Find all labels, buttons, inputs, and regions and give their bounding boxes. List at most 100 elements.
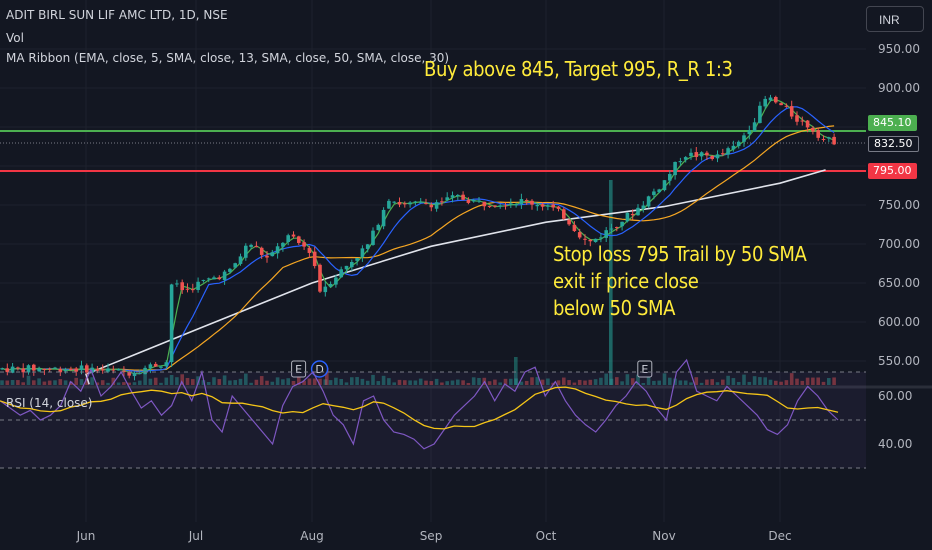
volume-bar bbox=[37, 378, 41, 385]
volume-spike bbox=[325, 368, 329, 385]
volume-bar bbox=[471, 377, 476, 385]
candle-body bbox=[477, 200, 481, 202]
volume-bar bbox=[344, 382, 349, 385]
volume-bar bbox=[111, 377, 116, 385]
volume-bar bbox=[127, 382, 131, 385]
candle-body bbox=[164, 362, 169, 367]
candle-body bbox=[286, 235, 290, 242]
ma-ribbon-legend[interactable]: MA Ribbon (EMA, close, 5, SMA, close, 13… bbox=[6, 51, 450, 65]
candle-body bbox=[291, 234, 296, 237]
volume-bar bbox=[0, 380, 4, 385]
candle-body bbox=[726, 148, 730, 155]
volume-bar bbox=[244, 373, 248, 385]
volume-bar bbox=[652, 380, 656, 385]
volume-bar bbox=[291, 380, 296, 385]
candle-body bbox=[238, 256, 243, 264]
rsi-ma-line bbox=[0, 386, 839, 430]
candle-body bbox=[434, 202, 439, 209]
candle-body bbox=[196, 281, 200, 290]
volume-bar bbox=[275, 377, 280, 385]
volume-bar bbox=[323, 379, 328, 385]
volume-bar bbox=[339, 378, 343, 385]
candle-body bbox=[249, 244, 253, 247]
candle-body bbox=[153, 363, 158, 367]
volume-bar bbox=[74, 377, 78, 385]
volume-bar bbox=[159, 382, 163, 385]
candle-body bbox=[127, 372, 131, 376]
volume-bar bbox=[334, 377, 338, 385]
symbol-title[interactable]: ADIT BIRL SUN LIF AMC LTD, 1D, NSE bbox=[6, 8, 228, 22]
volume-bar bbox=[747, 381, 752, 385]
volume-bar bbox=[403, 380, 407, 385]
volume-bar bbox=[795, 378, 799, 385]
volume-bar bbox=[249, 382, 253, 385]
volume-bar bbox=[238, 378, 243, 385]
candle-body bbox=[122, 370, 126, 373]
volume-bar bbox=[350, 377, 354, 385]
candle-body bbox=[180, 282, 184, 291]
candle-body bbox=[297, 236, 301, 243]
candle-body bbox=[302, 242, 306, 247]
volume-bar bbox=[572, 382, 577, 385]
volume-bar bbox=[95, 382, 100, 385]
currency-button[interactable]: INR bbox=[866, 6, 924, 32]
volume-bar bbox=[710, 379, 714, 385]
volume-bar bbox=[328, 380, 333, 385]
volume-bar bbox=[307, 378, 312, 385]
candle-body bbox=[498, 205, 502, 207]
volume-bar bbox=[106, 382, 110, 385]
candle-body bbox=[344, 265, 349, 270]
volume-bar bbox=[63, 380, 68, 385]
volume-bar bbox=[42, 381, 47, 385]
volume-bar bbox=[503, 378, 508, 385]
price-tick-label: 900.00 bbox=[878, 81, 920, 95]
volume-bar bbox=[758, 377, 762, 385]
candle-body bbox=[159, 366, 163, 368]
stop-annotation-line-1[interactable]: Stop loss 795 Trail by 50 SMA bbox=[553, 242, 807, 266]
candle-body bbox=[360, 248, 365, 257]
volume-bar bbox=[466, 382, 471, 385]
volume-bar bbox=[779, 381, 783, 385]
candle-body bbox=[721, 153, 725, 155]
candle-body bbox=[424, 203, 428, 205]
volume-bar bbox=[705, 379, 709, 385]
time-tick-label: Dec bbox=[768, 529, 791, 543]
volume-bar bbox=[371, 374, 375, 385]
volume-bar bbox=[477, 377, 481, 385]
volume-bar bbox=[355, 377, 359, 385]
candle-body bbox=[795, 115, 799, 122]
trade-annotation[interactable]: Buy above 845, Target 995, R_R 1:3 bbox=[424, 57, 733, 81]
volume-bar bbox=[148, 378, 153, 385]
volume-bar bbox=[5, 380, 10, 385]
candle-body bbox=[546, 205, 550, 207]
volume-bar bbox=[556, 380, 561, 385]
price-tick-label: 600.00 bbox=[878, 315, 920, 329]
stop-annotation-line-3[interactable]: below 50 SMA bbox=[553, 296, 675, 320]
candle-body bbox=[604, 230, 608, 238]
volume-bar bbox=[615, 377, 619, 385]
rsi-legend[interactable]: RSI (14, close) bbox=[6, 396, 93, 410]
candle-body bbox=[206, 278, 211, 280]
candle-body bbox=[662, 180, 667, 191]
candle-body bbox=[514, 204, 518, 206]
candle-body bbox=[418, 201, 423, 203]
volume-bar bbox=[683, 380, 688, 385]
candle-body bbox=[752, 122, 757, 132]
volume-bar bbox=[212, 377, 216, 385]
candle-body bbox=[37, 368, 41, 372]
price-tick-label: 650.00 bbox=[878, 276, 920, 290]
volume-bar bbox=[418, 378, 423, 385]
candle-body bbox=[509, 203, 513, 205]
volume-legend[interactable]: Vol bbox=[6, 31, 24, 45]
event-marker-label: E bbox=[295, 363, 302, 376]
candle-body bbox=[636, 207, 640, 216]
candle-body bbox=[175, 283, 179, 285]
volume-bar bbox=[26, 375, 31, 385]
candle-body bbox=[652, 191, 656, 196]
volume-bar bbox=[519, 381, 524, 385]
volume-bar bbox=[58, 379, 63, 385]
stop-annotation-line-2[interactable]: exit if price close bbox=[553, 269, 699, 293]
volume-spike bbox=[514, 357, 518, 385]
candle-body bbox=[657, 189, 661, 193]
